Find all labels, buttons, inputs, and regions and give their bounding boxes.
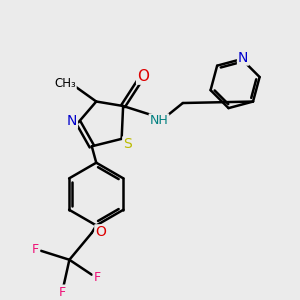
Text: N: N bbox=[238, 51, 248, 64]
Text: O: O bbox=[137, 69, 149, 84]
Text: F: F bbox=[32, 243, 39, 256]
Text: S: S bbox=[123, 137, 132, 151]
Text: O: O bbox=[95, 225, 106, 239]
Text: NH: NH bbox=[150, 114, 168, 128]
Text: F: F bbox=[94, 271, 101, 284]
Text: CH₃: CH₃ bbox=[54, 77, 76, 90]
Text: F: F bbox=[58, 286, 65, 298]
Text: N: N bbox=[67, 114, 77, 128]
